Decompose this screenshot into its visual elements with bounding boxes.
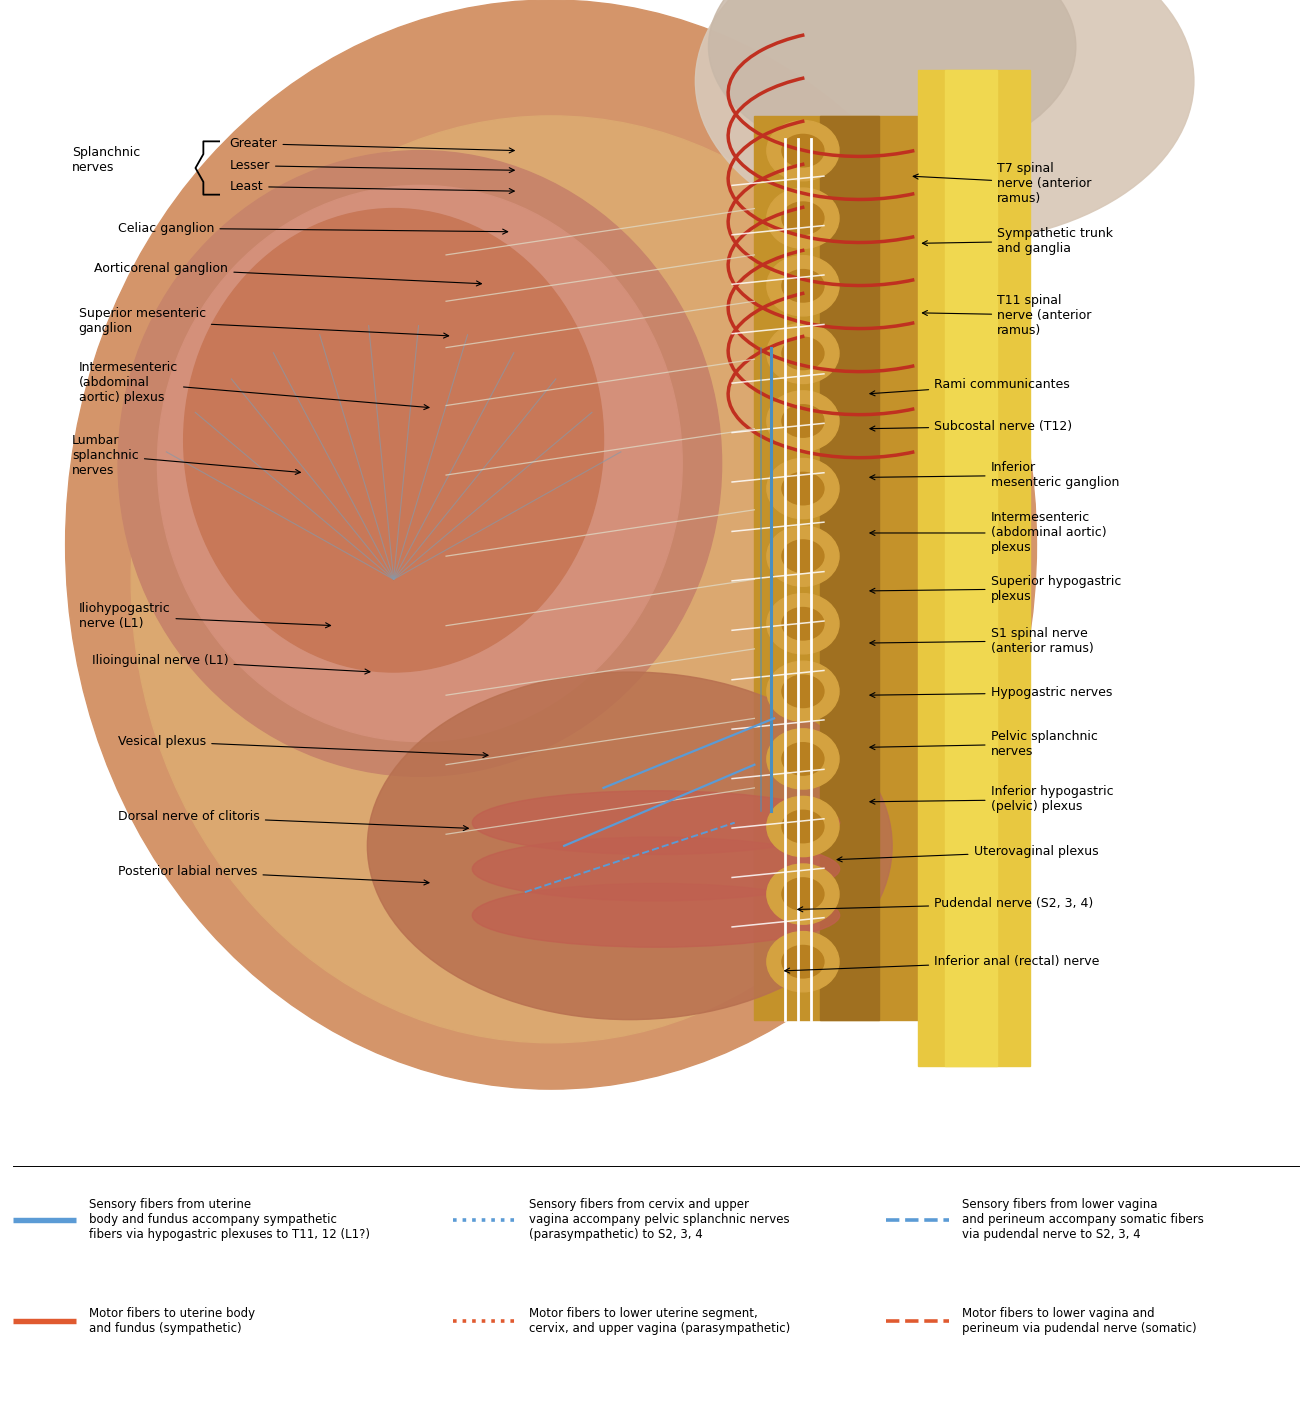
Text: Sympathetic trunk
and ganglia: Sympathetic trunk and ganglia: [922, 227, 1113, 254]
Ellipse shape: [157, 185, 682, 742]
Text: Intermesenteric
(abdominal
aortic) plexus: Intermesenteric (abdominal aortic) plexu…: [79, 360, 429, 410]
Text: Ilioinguinal nerve (L1): Ilioinguinal nerve (L1): [92, 654, 370, 674]
Ellipse shape: [766, 458, 840, 519]
Text: Lumbar
splanchnic
nerves: Lumbar splanchnic nerves: [72, 434, 300, 476]
Text: Motor fibers to lower vagina and
perineum via pudendal nerve (somatic): Motor fibers to lower vagina and perineu…: [962, 1307, 1197, 1335]
Ellipse shape: [766, 931, 840, 992]
Ellipse shape: [766, 391, 840, 451]
Text: Greater: Greater: [230, 137, 514, 153]
Ellipse shape: [708, 0, 1076, 162]
Text: Subcostal nerve (T12): Subcostal nerve (T12): [870, 420, 1072, 432]
Text: Sensory fibers from uterine
body and fundus accompany sympathetic
fibers via hyp: Sensory fibers from uterine body and fun…: [89, 1198, 370, 1241]
Ellipse shape: [472, 883, 840, 947]
Bar: [754, 116, 925, 1020]
Text: S1 spinal nerve
(anterior ramus): S1 spinal nerve (anterior ramus): [870, 627, 1093, 654]
Text: Pudendal nerve (S2, 3, 4): Pudendal nerve (S2, 3, 4): [798, 897, 1093, 911]
Bar: [945, 69, 997, 1065]
Text: Superior mesenteric
ganglion: Superior mesenteric ganglion: [79, 307, 449, 338]
Ellipse shape: [766, 120, 840, 181]
Ellipse shape: [766, 593, 840, 654]
Text: Sensory fibers from lower vagina
and perineum accompany somatic fibers
via puden: Sensory fibers from lower vagina and per…: [962, 1198, 1203, 1241]
Ellipse shape: [472, 791, 840, 855]
Ellipse shape: [184, 209, 604, 673]
Ellipse shape: [782, 810, 824, 842]
Ellipse shape: [782, 338, 824, 370]
Ellipse shape: [782, 675, 824, 708]
Ellipse shape: [766, 797, 840, 856]
Ellipse shape: [782, 540, 824, 572]
Text: Motor fibers to uterine body
and fundus (sympathetic): Motor fibers to uterine body and fundus …: [89, 1307, 256, 1335]
Text: Vesical plexus: Vesical plexus: [118, 735, 488, 757]
Text: Pelvic splanchnic
nerves: Pelvic splanchnic nerves: [870, 731, 1097, 757]
Ellipse shape: [472, 836, 840, 901]
Ellipse shape: [118, 151, 722, 776]
Text: Rami communicantes: Rami communicantes: [870, 379, 1069, 396]
Ellipse shape: [782, 608, 824, 640]
Ellipse shape: [782, 945, 824, 978]
Text: Celiac ganglion: Celiac ganglion: [118, 222, 508, 235]
Ellipse shape: [766, 863, 840, 924]
Ellipse shape: [782, 270, 824, 302]
Ellipse shape: [782, 743, 824, 776]
Text: Intermesenteric
(abdominal aortic)
plexus: Intermesenteric (abdominal aortic) plexu…: [870, 512, 1106, 554]
Text: Motor fibers to lower uterine segment,
cervix, and upper vagina (parasympathetic: Motor fibers to lower uterine segment, c…: [529, 1307, 790, 1335]
Ellipse shape: [766, 188, 840, 249]
Text: Hypogastric nerves: Hypogastric nerves: [870, 687, 1113, 699]
Text: Aorticorenal ganglion: Aorticorenal ganglion: [94, 263, 482, 285]
Ellipse shape: [131, 116, 971, 1043]
Text: Sensory fibers from cervix and upper
vagina accompany pelvic splanchnic nerves
(: Sensory fibers from cervix and upper vag…: [529, 1198, 790, 1241]
Text: Uterovaginal plexus: Uterovaginal plexus: [837, 845, 1098, 862]
Text: Least: Least: [230, 179, 514, 194]
Ellipse shape: [367, 673, 892, 1020]
Ellipse shape: [782, 202, 824, 235]
Bar: [820, 116, 879, 1020]
Text: Dorsal nerve of clitoris: Dorsal nerve of clitoris: [118, 810, 468, 831]
Ellipse shape: [782, 877, 824, 910]
Ellipse shape: [766, 661, 840, 722]
Ellipse shape: [782, 404, 824, 437]
Ellipse shape: [782, 472, 824, 504]
Text: Inferior
mesenteric ganglion: Inferior mesenteric ganglion: [870, 461, 1119, 489]
Text: Iliohypogastric
nerve (L1): Iliohypogastric nerve (L1): [79, 602, 331, 630]
Ellipse shape: [766, 729, 840, 788]
Text: Splanchnic
nerves: Splanchnic nerves: [72, 146, 140, 174]
Bar: [918, 69, 1030, 1065]
Ellipse shape: [766, 256, 840, 317]
Ellipse shape: [766, 526, 840, 586]
Text: T7 spinal
nerve (anterior
ramus): T7 spinal nerve (anterior ramus): [913, 161, 1092, 205]
Ellipse shape: [782, 134, 824, 167]
Text: T11 spinal
nerve (anterior
ramus): T11 spinal nerve (anterior ramus): [922, 294, 1092, 336]
Text: Posterior labial nerves: Posterior labial nerves: [118, 865, 429, 885]
Text: Lesser: Lesser: [230, 160, 514, 172]
Ellipse shape: [66, 0, 1036, 1089]
Text: Inferior hypogastric
(pelvic) plexus: Inferior hypogastric (pelvic) plexus: [870, 786, 1113, 814]
Text: Superior hypogastric
plexus: Superior hypogastric plexus: [870, 575, 1120, 602]
Ellipse shape: [766, 324, 840, 383]
Ellipse shape: [695, 0, 1194, 243]
Text: Inferior anal (rectal) nerve: Inferior anal (rectal) nerve: [785, 955, 1099, 974]
